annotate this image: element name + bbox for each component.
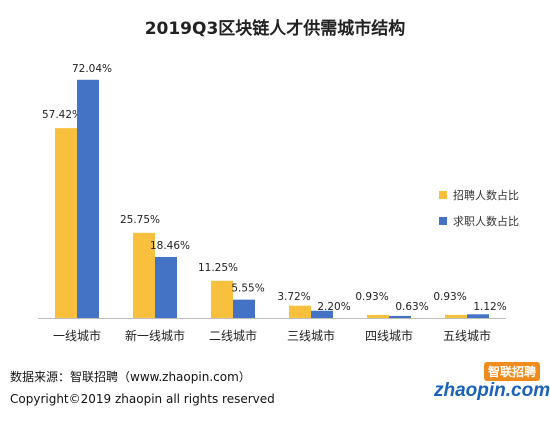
legend-label-seek: 求职人数占比: [453, 215, 519, 228]
bar-seek-4: [389, 315, 411, 318]
logo-word: zhaopin.com: [434, 380, 550, 401]
bar-recruit-0: [55, 128, 77, 318]
bar-seek-0: [77, 79, 99, 318]
zhaopin-logo: 智联招聘 zhaopin.com: [434, 362, 550, 408]
data-label-recruit-2: 11.25%: [198, 262, 238, 274]
category-label-5: 五线城市: [443, 328, 491, 343]
data-label-seek-1: 18.46%: [150, 240, 190, 252]
category-label-3: 三线城市: [287, 328, 335, 343]
data-source: 数据来源：智联招聘（www.zhaopin.com）: [10, 370, 251, 384]
bar-seek-2: [233, 299, 255, 318]
data-label-seek-5: 1.12%: [473, 301, 506, 313]
legend-swatch-recruit: [439, 191, 447, 199]
chart-title: 2019Q3区块链人才供需城市结构: [144, 19, 406, 39]
data-label-recruit-1: 25.75%: [120, 214, 160, 226]
category-label-1: 新一线城市: [125, 328, 185, 343]
bar-recruit-1: [133, 232, 155, 318]
category-label-2: 二线城市: [209, 328, 257, 343]
data-label-seek-2: 5.55%: [231, 283, 264, 295]
category-label-0: 一线城市: [53, 328, 101, 343]
data-label-seek-0: 72.04%: [72, 63, 112, 75]
bar-recruit-2: [211, 280, 233, 318]
bar-recruit-5: [445, 314, 467, 318]
category-label-4: 四线城市: [365, 328, 413, 343]
bar-recruit-3: [289, 305, 311, 318]
legend-item-seek: 求职人数占比: [439, 208, 519, 234]
legend-label-recruit: 招聘人数占比: [453, 189, 519, 202]
data-label-seek-3: 2.20%: [317, 301, 350, 313]
data-label-recruit-5: 0.93%: [433, 291, 466, 303]
bar-recruit-4: [367, 314, 389, 318]
bar-seek-3: [311, 310, 333, 318]
legend: 招聘人数占比 求职人数占比: [439, 182, 519, 234]
legend-item-recruit: 招聘人数占比: [439, 182, 519, 208]
legend-swatch-seek: [439, 217, 447, 225]
copyright: Copyright©2019 zhaopin all rights reserv…: [10, 392, 275, 406]
data-label-recruit-4: 0.93%: [355, 291, 388, 303]
data-label-seek-4: 0.63%: [395, 301, 428, 313]
bar-seek-5: [467, 314, 489, 318]
logo-top-text: 智联招聘: [483, 362, 540, 381]
data-label-recruit-3: 3.72%: [277, 291, 310, 303]
data-label-recruit-0: 57.42%: [42, 109, 82, 121]
bar-seek-1: [155, 256, 177, 318]
